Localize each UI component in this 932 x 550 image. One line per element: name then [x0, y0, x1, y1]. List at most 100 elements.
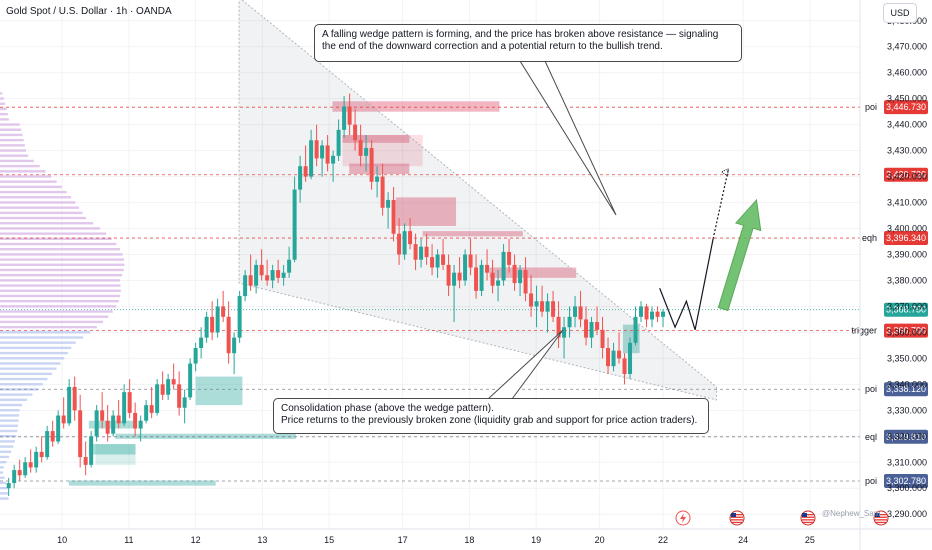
- candle: [226, 301, 231, 364]
- profile-bar: [0, 159, 34, 163]
- profile-bar: [0, 310, 113, 313]
- us-flag-icon[interactable]: [729, 510, 745, 526]
- candle-body: [611, 350, 616, 367]
- profile-bar: [0, 320, 104, 324]
- candle-body: [556, 316, 561, 338]
- candle: [589, 316, 594, 348]
- candle: [188, 358, 193, 400]
- candle-body: [204, 316, 209, 338]
- candle: [127, 379, 132, 419]
- candle: [336, 119, 341, 162]
- candle: [254, 259, 259, 294]
- profile-bar: [0, 211, 83, 215]
- profile-bar: [0, 196, 72, 199]
- profile-bar: [0, 154, 29, 157]
- profile-bar: [0, 180, 57, 183]
- candle: [210, 301, 215, 341]
- candle: [556, 301, 561, 348]
- lightning-icon[interactable]: [675, 510, 691, 526]
- profile-bar: [0, 92, 3, 95]
- profile-bar: [0, 242, 117, 246]
- profile-bar: [0, 372, 53, 376]
- candle-body: [23, 462, 28, 476]
- candle: [386, 192, 391, 229]
- candle: [144, 399, 149, 424]
- profile-bar: [0, 206, 79, 209]
- candle: [199, 327, 204, 359]
- supply-zone: [342, 135, 410, 143]
- candle-body: [331, 155, 336, 164]
- supply-zone: [395, 197, 457, 226]
- profile-bar: [0, 367, 57, 370]
- candle: [369, 140, 374, 190]
- supply-zone: [332, 101, 500, 112]
- candle: [391, 186, 396, 242]
- candle-body: [6, 483, 11, 489]
- candle-body: [215, 306, 220, 333]
- candle: [12, 464, 17, 489]
- candle: [512, 254, 517, 291]
- y-tick-label: 3,430.000: [887, 146, 927, 156]
- time-axis: 10 11 12 13 15 17 18 19 20 22 24 25: [0, 528, 932, 545]
- candle-body: [606, 348, 611, 367]
- demand-zone: [195, 376, 243, 406]
- candle-body: [28, 462, 33, 468]
- candle-body: [314, 140, 319, 159]
- profile-bar: [0, 377, 48, 381]
- candle: [138, 415, 143, 442]
- us-flag-icon[interactable]: [800, 510, 816, 526]
- candle-body: [430, 257, 435, 268]
- profile-bar: [0, 102, 6, 105]
- candle: [215, 298, 220, 338]
- candle-body: [193, 348, 198, 364]
- consolidation-annotation: Consolidation phase (above the wedge pat…: [273, 398, 709, 434]
- candle-body: [402, 231, 407, 255]
- candle-body: [226, 316, 231, 354]
- level-badge-value: 3,446.730: [886, 102, 926, 112]
- demand-zone: [115, 433, 296, 439]
- candle-body: [567, 316, 572, 328]
- us-flag-icon[interactable]: [873, 510, 889, 526]
- candle-body: [309, 140, 314, 177]
- candle-body: [518, 270, 523, 284]
- candle: [56, 410, 61, 445]
- candle: [380, 163, 385, 216]
- profile-bar: [0, 414, 20, 417]
- candle-body: [237, 296, 242, 338]
- x-tick-label: 11: [124, 535, 133, 545]
- candle-body: [243, 275, 248, 297]
- y-tick-label: 3,410.000: [887, 198, 927, 208]
- candle-body: [490, 272, 495, 286]
- candle-body: [254, 264, 259, 286]
- y-tick-label: 3,360.000: [887, 327, 927, 337]
- candle-body: [56, 415, 61, 442]
- level-badge-value: 3,420.720: [886, 170, 926, 180]
- candle-body: [496, 280, 501, 286]
- level-label-eqh: eqh: [862, 233, 877, 243]
- profile-bar: [0, 497, 9, 500]
- currency-button[interactable]: USD: [883, 3, 917, 23]
- level-badge: [884, 167, 928, 182]
- candle: [523, 257, 528, 302]
- profile-bar: [0, 289, 121, 292]
- candle-body: [171, 379, 176, 385]
- candle-body: [463, 254, 468, 281]
- level-label-trigger: trigger: [851, 326, 877, 336]
- candle: [347, 93, 352, 136]
- candle: [457, 257, 462, 289]
- profile-bar: [0, 284, 121, 287]
- profile-bar: [0, 299, 119, 303]
- y-tick-label: 3,330.000: [887, 405, 927, 415]
- candle-body: [650, 311, 655, 320]
- candle: [265, 259, 270, 286]
- candle-body: [232, 337, 237, 354]
- profile-bar: [0, 351, 68, 355]
- candle: [61, 397, 66, 429]
- candle-body: [589, 322, 594, 338]
- us-flag-icon-stripe: [875, 521, 887, 524]
- profile-bar: [0, 164, 40, 168]
- candle: [232, 332, 237, 374]
- us-flag-icon-stripe: [731, 521, 743, 524]
- candle-body: [166, 379, 171, 395]
